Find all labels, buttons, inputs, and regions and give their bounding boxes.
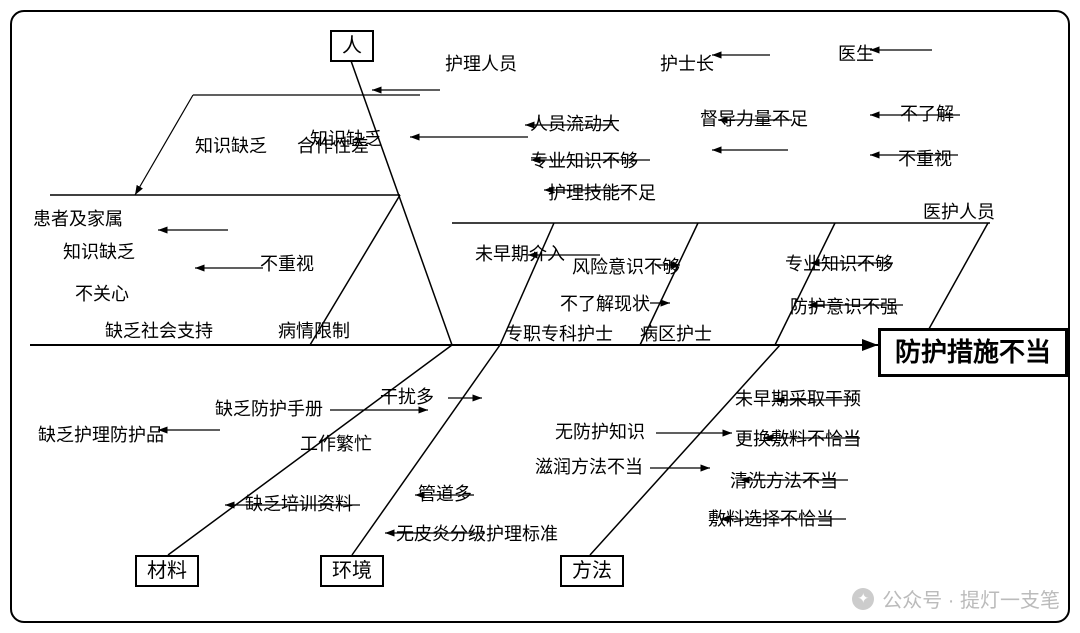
label-30: 工作繁忙 <box>300 435 372 453</box>
label-13: 不了解现状 <box>560 295 650 313</box>
label-0: 护理人员 <box>445 55 517 73</box>
label-18: 知识缺乏 <box>195 137 267 155</box>
category-people: 人 <box>330 30 374 62</box>
category-method: 方法 <box>560 555 624 587</box>
label-31: 管道多 <box>418 485 472 503</box>
label-8: 不了解 <box>900 105 954 123</box>
category-environment: 环境 <box>320 555 384 587</box>
label-26: 缺乏防护手册 <box>215 400 323 418</box>
label-34: 滋润方法不当 <box>535 458 643 476</box>
label-11: 未早期介入 <box>475 245 565 263</box>
label-20: 患者及家属 <box>33 210 123 228</box>
label-6: 督导力量不足 <box>700 110 808 128</box>
label-19: 合作性差 <box>297 137 369 155</box>
label-12: 风险意识不够 <box>572 258 680 276</box>
label-21: 知识缺乏 <box>63 243 135 261</box>
label-14: 专职专科护士 <box>505 325 613 343</box>
label-36: 更换敷料不恰当 <box>735 430 861 448</box>
watermark: ✦ 公众号 · 提灯一支笔 <box>852 584 1060 613</box>
label-29: 干扰多 <box>380 388 434 406</box>
label-35: 未早期采取干预 <box>735 390 861 408</box>
label-28: 缺乏培训资料 <box>245 495 353 513</box>
label-23: 缺乏社会支持 <box>105 322 213 340</box>
label-38: 敷料选择不恰当 <box>708 510 834 528</box>
label-3: 专业知识不够 <box>530 152 638 170</box>
label-33: 无防护知识 <box>555 423 645 441</box>
wechat-icon: ✦ <box>852 588 874 610</box>
label-4: 护理技能不足 <box>548 184 656 202</box>
category-material: 材料 <box>135 555 199 587</box>
label-32: 无皮炎分级护理标准 <box>396 525 558 543</box>
label-27: 缺乏护理防护品 <box>38 426 164 444</box>
label-25: 病情限制 <box>278 322 350 340</box>
label-5: 护士长 <box>660 55 714 73</box>
label-17: 防护意识不强 <box>790 298 898 316</box>
label-15: 病区护士 <box>640 325 712 343</box>
label-10: 医护人员 <box>923 203 995 221</box>
label-16: 专业知识不够 <box>785 255 893 273</box>
label-24: 不重视 <box>260 255 314 273</box>
label-22: 不关心 <box>75 285 129 303</box>
label-2: 人员流动大 <box>530 115 620 133</box>
label-37: 清洗方法不当 <box>730 472 838 490</box>
watermark-text: 公众号 · 提灯一支笔 <box>882 584 1060 613</box>
label-9: 不重视 <box>898 150 952 168</box>
fishbone-head: 防护措施不当 <box>878 328 1068 377</box>
label-7: 医生 <box>838 45 874 63</box>
